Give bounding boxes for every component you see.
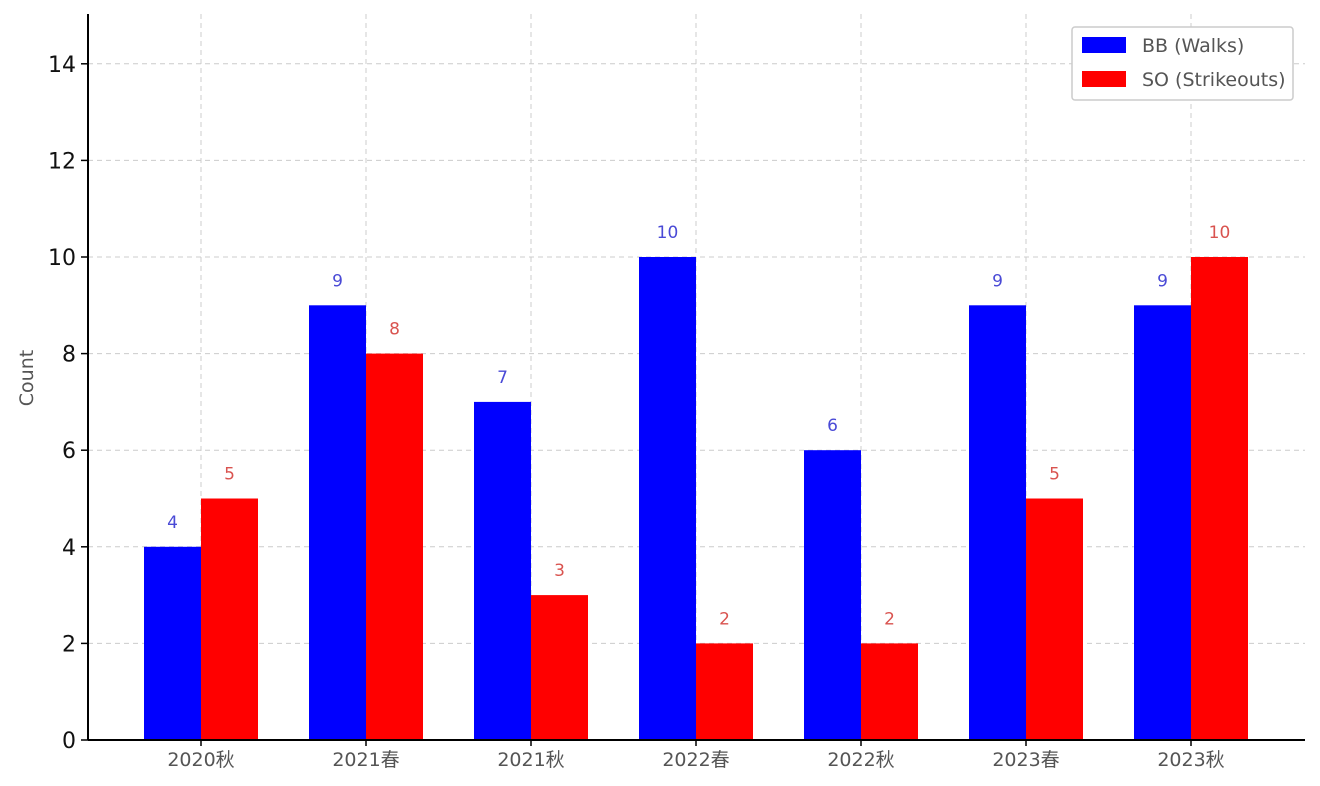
legend-label-bb: BB (Walks): [1142, 35, 1244, 57]
bar-bb: [474, 401, 531, 740]
x-tick-label: 2023春: [992, 749, 1059, 771]
data-labels: 4 5 9 8 7 3 10 2 6 2 9 5 9 10: [167, 223, 1230, 629]
x-tick-label: 2020秋: [167, 749, 234, 771]
data-label-bb: 4: [167, 513, 178, 533]
bar-bb: [144, 546, 201, 740]
legend-frame: [1071, 26, 1294, 101]
legend: BB (Walks) SO (Strikeouts): [1071, 26, 1294, 101]
data-label-bb: 7: [497, 368, 508, 388]
data-label-so: 8: [389, 320, 400, 340]
bar-bb: [309, 305, 366, 740]
legend-label-so: SO (Strikeouts): [1142, 69, 1286, 91]
x-tick-label: 2021春: [332, 749, 399, 771]
data-label-bb: 9: [1157, 271, 1168, 291]
bar-so: [531, 595, 588, 740]
data-label-so: 2: [884, 609, 895, 629]
data-label-bb: 10: [657, 223, 679, 243]
y-tick-label: 0: [62, 729, 76, 754]
y-tick-label: 4: [62, 536, 76, 561]
x-tick-label: 2021秋: [497, 749, 564, 771]
bar-so: [1191, 257, 1248, 740]
bar-so: [861, 643, 918, 740]
y-tick-label: 2: [62, 632, 76, 657]
x-tick-label: 2022秋: [827, 749, 894, 771]
data-label-so: 3: [554, 561, 565, 581]
ticks: 0 2 4 6 8 10 12 14 2020秋 2021春 2021秋 2022春 2022秋 2023…: [48, 53, 1225, 771]
y-axis-label: Count: [16, 350, 38, 406]
bar-bb: [639, 257, 696, 740]
data-label-bb: 9: [332, 271, 343, 291]
bar-bb: [1134, 305, 1191, 740]
legend-swatch-so: [1082, 71, 1126, 87]
data-label-so: 5: [1049, 465, 1060, 485]
x-tick-label: 2022春: [662, 749, 729, 771]
y-tick-label: 8: [62, 343, 76, 368]
bar-so: [696, 643, 753, 740]
data-label-so: 5: [224, 465, 235, 485]
y-tick-label: 12: [48, 149, 76, 174]
data-label-bb: 9: [992, 271, 1003, 291]
bar-so: [366, 353, 423, 740]
data-label-so: 2: [719, 609, 730, 629]
y-tick-label: 14: [48, 53, 76, 78]
x-tick-label: 2023秋: [1157, 749, 1224, 771]
y-tick-label: 10: [48, 246, 76, 271]
legend-swatch-bb: [1082, 37, 1126, 53]
bar-bb: [969, 305, 1026, 740]
data-label-so: 10: [1209, 223, 1231, 243]
bar-so: [201, 498, 258, 740]
data-label-bb: 6: [827, 416, 838, 436]
bar-so: [1026, 498, 1083, 740]
bar-bb: [804, 450, 861, 740]
bars: [144, 257, 1248, 740]
y-tick-label: 6: [62, 439, 76, 464]
grid-lines: [88, 14, 1305, 740]
